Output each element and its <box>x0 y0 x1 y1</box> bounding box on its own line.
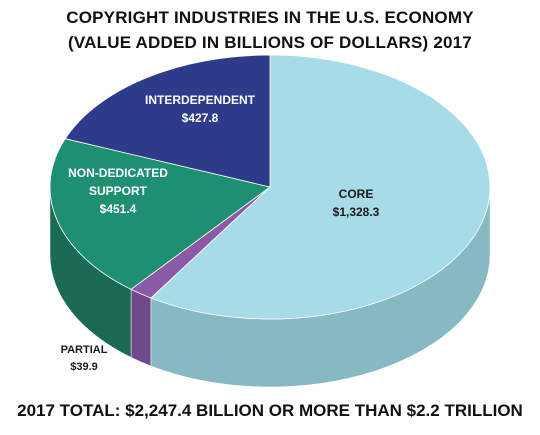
label-core: CORE $1,328.3 <box>333 187 380 219</box>
chart-subtitle: (VALUE ADDED IN BILLIONS OF DOLLARS) 201… <box>68 33 472 52</box>
label-interdependent: INTERDEPENDENT $427.8 <box>145 93 256 125</box>
pie-slice-non-dedicated-support <box>49 138 271 290</box>
chart-footer: 2017 TOTAL: $2,247.4 BILLION OR MORE THA… <box>17 401 523 420</box>
label-non-dedicated-support: NON-DEDICATED SUPPORT $451.4 <box>68 166 168 216</box>
pie-slice-interdependent <box>64 54 271 188</box>
chart-title: COPYRIGHT INDUSTRIES IN THE U.S. ECONOMY <box>66 8 474 27</box>
label-partial: PARTIAL $39.9 <box>61 344 108 373</box>
pie-side-partial <box>130 288 152 367</box>
pie-slice-core <box>150 54 491 320</box>
